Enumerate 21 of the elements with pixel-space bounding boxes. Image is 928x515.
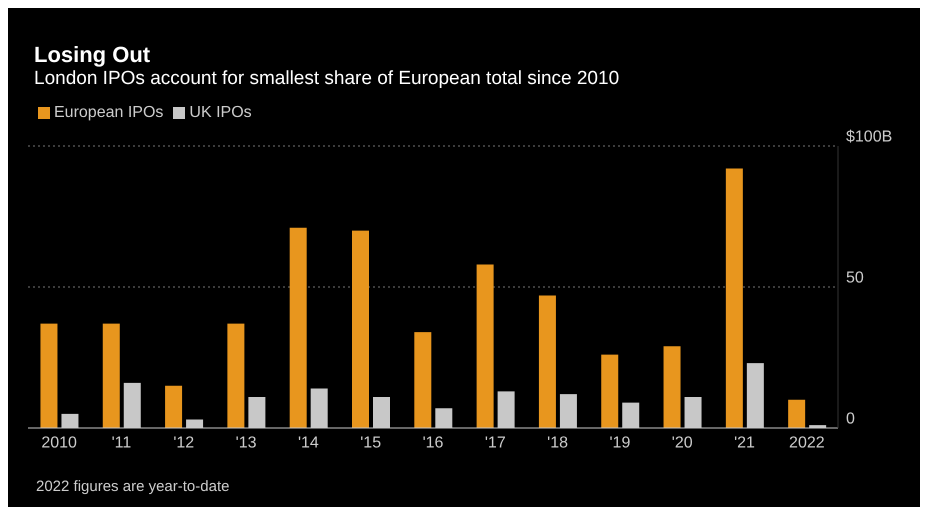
x-tick-label: '21 (734, 434, 756, 452)
text: 2022 figures are year-to-date (36, 478, 230, 495)
x-tick-label: '15 (360, 434, 382, 452)
x-tick-label: '11 (112, 434, 132, 452)
x-tick-label: '14 (298, 434, 319, 452)
x-tick-label: 2022 (789, 434, 825, 452)
x-tick-label: '16 (422, 434, 444, 452)
y-tick-label: 0 (846, 410, 855, 428)
x-tick-label: '12 (173, 434, 194, 452)
x-tick-label: 2010 (41, 434, 78, 452)
legend-label: European IPOs (54, 104, 164, 121)
chart-title: Losing Out (34, 42, 150, 68)
x-tick-label: '17 (484, 434, 506, 452)
x-tick-label: '13 (236, 434, 257, 452)
legend-label: UK IPOs (189, 104, 252, 121)
x-tick-label: '20 (672, 434, 693, 452)
chart-subtitle: London IPOs account for smallest share of European total since 2010 (34, 68, 620, 90)
x-tick-label: '19 (609, 434, 630, 452)
x-tick-label: '18 (547, 434, 568, 452)
y-tick-label: $100B (846, 128, 892, 146)
y-tick-label: 50 (846, 270, 864, 287)
